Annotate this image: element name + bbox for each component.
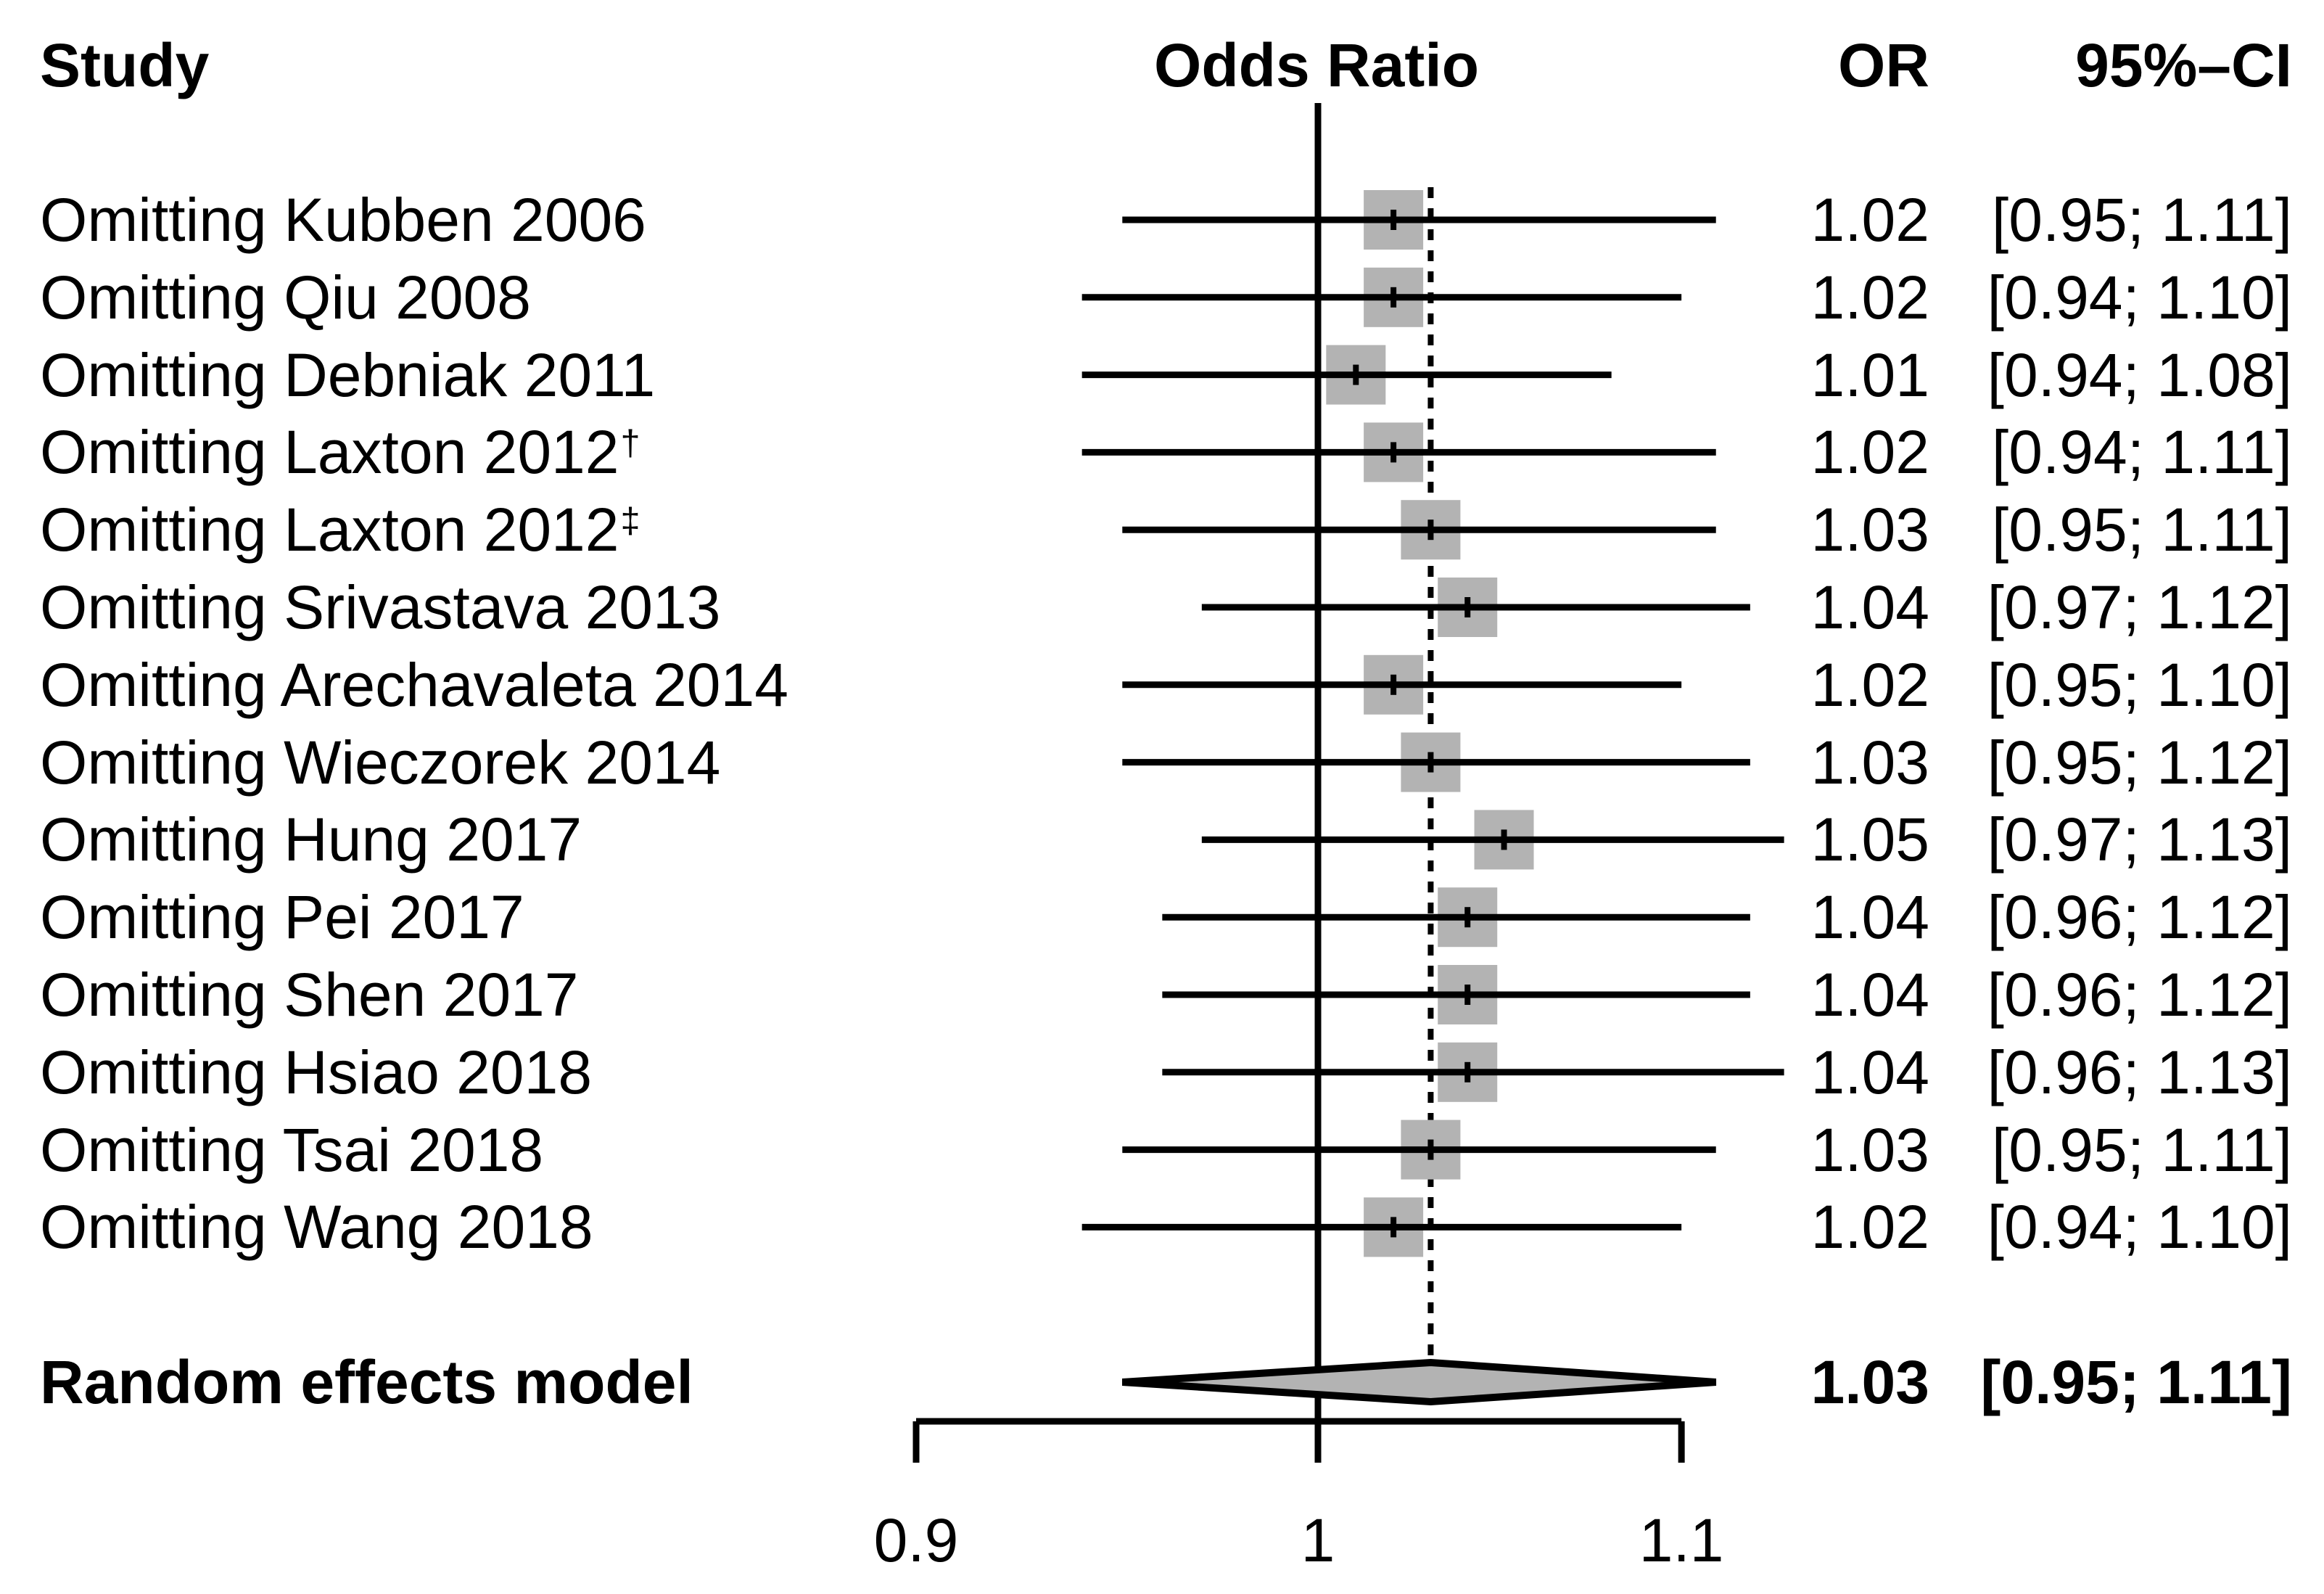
point-estimate-tick [1427, 519, 1434, 541]
study-label: Omitting Wieczorek 2014 [40, 728, 721, 797]
study-label: Omitting Tsai 2018 [40, 1115, 544, 1184]
ci-value: [0.94; 1.10] [1987, 1193, 2292, 1262]
column-header-study: Study [40, 31, 210, 99]
ci-value: [0.94; 1.11] [1991, 418, 2292, 487]
or-value: 1.05 [1810, 805, 1930, 874]
or-value: 1.03 [1810, 1115, 1930, 1184]
axis-tick-label: 0.9 [873, 1506, 959, 1574]
or-value: 1.01 [1810, 340, 1930, 409]
summary-ci-value: [0.95; 1.11] [1980, 1348, 2292, 1416]
or-value: 1.04 [1810, 573, 1930, 641]
study-label: Omitting Srivastava 2013 [40, 573, 721, 641]
study-label: Omitting Debniak 2011 [40, 340, 656, 409]
point-estimate-tick [1464, 985, 1471, 1005]
ci-value: [0.95; 1.12] [1987, 728, 2292, 797]
point-estimate-tick [1390, 442, 1397, 463]
ci-value: [0.97; 1.13] [1987, 805, 2292, 874]
study-label: Omitting Hung 2017 [40, 805, 582, 874]
or-value: 1.04 [1810, 883, 1930, 952]
point-estimate-tick [1353, 364, 1359, 385]
ci-value: [0.95; 1.11] [1991, 186, 2292, 254]
point-estimate-tick [1464, 907, 1471, 928]
study-label: Omitting Kubben 2006 [40, 186, 646, 254]
ci-value: [0.96; 1.13] [1987, 1038, 2292, 1106]
ci-value: [0.96; 1.12] [1987, 961, 2292, 1029]
study-label-superscript: ‡ [620, 501, 640, 541]
study-label: Omitting Arechavaleta 2014 [40, 650, 788, 719]
or-value: 1.03 [1810, 496, 1930, 564]
study-label-superscript: † [620, 424, 640, 464]
or-value: 1.03 [1810, 728, 1930, 797]
ci-value: [0.95; 1.11] [1991, 496, 2292, 564]
point-estimate-tick [1390, 674, 1397, 695]
or-value: 1.02 [1810, 263, 1930, 332]
or-value: 1.02 [1810, 1193, 1930, 1262]
or-value: 1.02 [1810, 186, 1930, 254]
study-label: Omitting Wang 2018 [40, 1193, 593, 1262]
ci-value: [0.94; 1.10] [1987, 263, 2292, 332]
point-estimate-tick [1427, 1139, 1434, 1160]
summary-label: Random effects model [40, 1348, 693, 1416]
column-header-odds-ratio: Odds Ratio [1153, 31, 1479, 99]
point-estimate-tick [1390, 287, 1397, 308]
or-value: 1.04 [1810, 1038, 1930, 1106]
point-estimate-tick [1390, 210, 1397, 230]
study-label: Omitting Laxton 2012† [40, 418, 640, 487]
or-value: 1.02 [1810, 418, 1930, 487]
ci-value: [0.97; 1.12] [1987, 573, 2292, 641]
summary-or-value: 1.03 [1810, 1348, 1930, 1416]
ci-value: [0.94; 1.08] [1987, 340, 2292, 409]
study-label: Omitting Laxton 2012‡ [40, 496, 640, 564]
axis-tick-label: 1.1 [1639, 1506, 1724, 1574]
point-estimate-tick [1464, 597, 1471, 617]
ci-value: [0.95; 1.11] [1991, 1115, 2292, 1184]
study-label: Omitting Shen 2017 [40, 961, 579, 1029]
point-estimate-tick [1464, 1061, 1471, 1082]
study-label: Omitting Qiu 2008 [40, 263, 532, 332]
study-label: Omitting Pei 2017 [40, 883, 524, 952]
summary-diamond [1121, 1358, 1717, 1406]
ci-value: [0.96; 1.12] [1987, 883, 2292, 952]
column-header-ci: 95%–CI [2075, 31, 2292, 99]
point-estimate-tick [1427, 752, 1434, 773]
point-estimate-tick [1501, 829, 1507, 850]
ci-value: [0.95; 1.10] [1987, 650, 2292, 719]
point-estimate-tick [1390, 1217, 1397, 1238]
or-value: 1.04 [1810, 961, 1930, 1029]
or-value: 1.02 [1810, 650, 1930, 719]
column-header-or: OR [1838, 31, 1929, 99]
axis-tick-label: 1 [1301, 1506, 1335, 1574]
study-label: Omitting Hsiao 2018 [40, 1038, 593, 1106]
